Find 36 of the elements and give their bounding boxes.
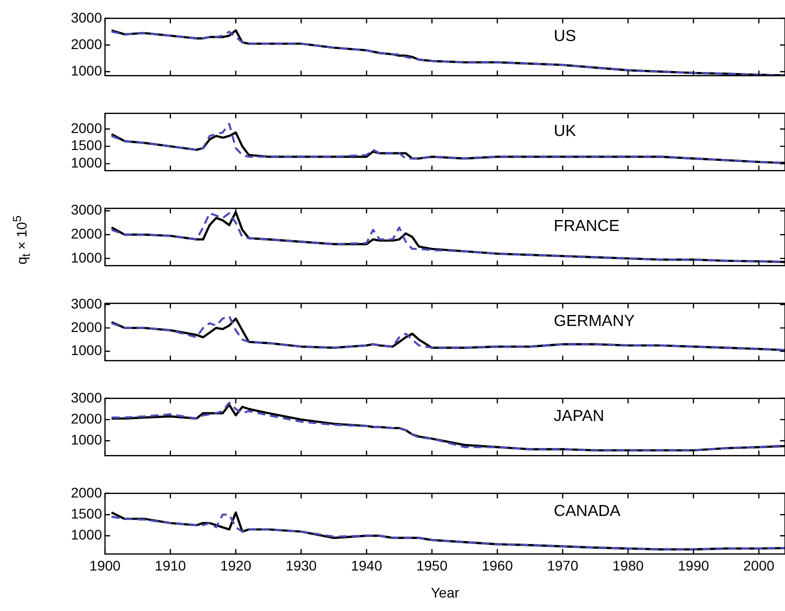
x-tick-label: 2000: [743, 557, 775, 574]
y-tick-label: 2000: [70, 36, 102, 52]
y-tick-label: 1000: [70, 154, 102, 171]
x-tick-label: 1970: [547, 557, 578, 574]
x-tick-label: 1980: [612, 557, 644, 574]
annotation: FRANCE: [554, 218, 620, 235]
y-tick-label: 1000: [70, 342, 102, 358]
y-tick-label: 3000: [70, 9, 102, 26]
x-tick-label: 1910: [154, 557, 186, 574]
annotation: UK: [554, 122, 576, 140]
y-tick-label: 2000: [70, 120, 102, 136]
y-tick-label: 2000: [70, 225, 102, 242]
x-tick-label: 1950: [416, 557, 448, 574]
annotation: CANADA: [554, 502, 621, 520]
y-tick-label: 3000: [70, 295, 102, 312]
y-tick-label: 1000: [70, 526, 102, 543]
y-tick-label: 3000: [70, 202, 102, 218]
y-tick-label: 1500: [70, 137, 102, 154]
x-tick-label: 1920: [220, 557, 252, 574]
y-tick-label: 3000: [70, 389, 102, 406]
annotation: US: [554, 28, 576, 45]
y-tick-label: 1000: [70, 62, 102, 78]
x-tick-label: 1900: [89, 557, 121, 574]
annotation: JAPAN: [554, 408, 604, 425]
x-tick-label: 1960: [482, 557, 514, 574]
y-tick-label: 2000: [70, 484, 102, 500]
x-tick-label: 1990: [678, 557, 710, 574]
x-tick-label: 1940: [350, 557, 382, 574]
y-tick-label: 1000: [70, 432, 102, 448]
annotation: GERMANY: [554, 312, 636, 330]
y-tick-label: 2000: [70, 410, 102, 426]
y-tick-label: 1500: [70, 505, 102, 522]
x-axis-title: Year: [430, 584, 460, 600]
y-tick-label: 1000: [70, 249, 102, 266]
y-tick-label: 2000: [70, 318, 102, 335]
x-tick-label: 1930: [286, 557, 317, 574]
